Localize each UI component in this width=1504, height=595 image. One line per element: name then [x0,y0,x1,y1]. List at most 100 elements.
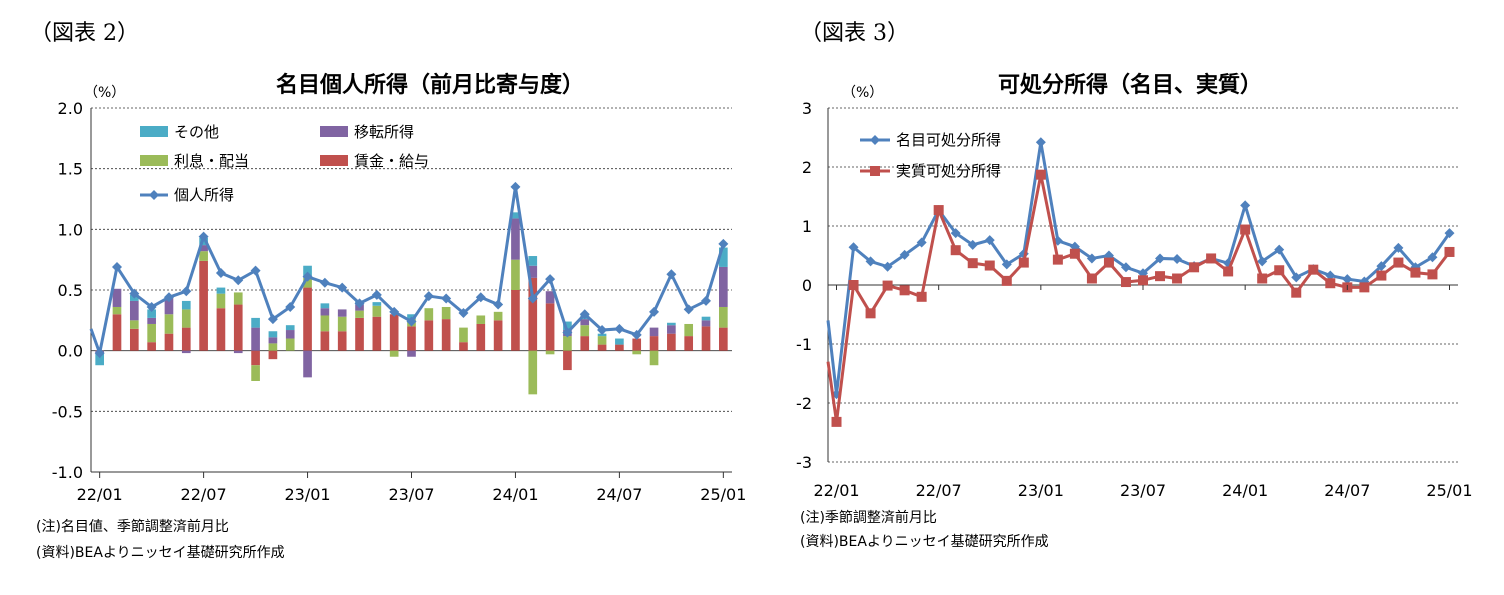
bar-segment [528,350,538,395]
total-income-point [354,298,365,309]
bar-segment [719,247,728,267]
total-income-point [215,268,226,279]
nominal-point [950,228,961,239]
bar-segment [268,350,278,360]
bar-segment [667,325,676,334]
legend-square-marker [870,166,880,176]
bar-segment [563,350,572,371]
total-income-point [129,288,140,299]
bar-segment [719,266,728,307]
real-point [865,308,876,319]
x-tick-label: 22/01 [813,481,859,500]
x-tick-label: 25/01 [700,485,746,504]
legend-label: 実質可処分所得 [896,162,1001,180]
right-chart-title: 可処分所得（名目、実質） [998,72,1262,98]
left-x-axis: 22/01 22/07 23/01 23/07 24/01 24/07 25/01 [77,472,746,504]
bar-segment [112,314,122,351]
nominal-point [1086,253,1097,264]
right-x-axis: 22/01 22/07 23/01 23/07 24/01 24/07 25/01 [813,285,1473,500]
left-bars [95,212,728,395]
bar-segment [372,316,382,351]
bar-segment [563,321,572,331]
x-tick-label: 23/01 [284,485,330,504]
bar-segment [441,306,451,320]
real-point [1001,275,1012,286]
bar-segment [667,333,676,351]
nominal-point [1393,242,1404,253]
bar-segment [216,308,226,351]
bar-segment [233,292,243,305]
y-tick-label: 2 [802,158,812,177]
nominal-point [1325,270,1336,281]
bar-segment [129,328,139,351]
real-point [950,245,961,256]
nominal-point [1001,259,1012,270]
nominal-point [899,249,910,260]
bar-segment [615,338,624,345]
x-tick-label: 22/07 [181,485,227,504]
bar-segment [511,218,520,260]
total-income-point [475,292,486,303]
total-income-point [631,329,642,340]
bar-segment [320,303,330,309]
legend-diamond-marker [149,190,159,200]
total-income-point [181,286,192,297]
bar-segment [389,350,399,357]
bar-segment [112,288,122,307]
y-tick-label: -1.0 [52,463,83,482]
bar-segment [285,338,295,351]
bar-segment [476,323,486,351]
bar-segment [528,256,538,266]
bar-segment [545,291,555,304]
right-figure-label: （図表 3） [800,21,909,46]
y-tick-label: 2.0 [58,99,83,118]
total-income-point [649,306,660,317]
total-income-point [163,292,174,303]
total-income-point [146,301,157,312]
bar-segment [355,310,364,318]
real-point [1240,224,1251,235]
total-income-point [111,261,122,272]
x-tick-label: 23/07 [388,485,434,504]
real-point [1444,246,1455,257]
bar-segment [199,251,208,261]
real-point [1410,267,1421,278]
total-income-point [614,323,625,334]
real-point [1018,257,1029,268]
bar-segment [511,212,520,219]
bar-segment [337,316,347,332]
bar-segment [181,350,191,354]
bar-segment [337,331,347,351]
real-point [831,416,842,427]
real-point [1427,269,1438,280]
x-tick-label: 25/01 [1426,481,1472,500]
bar-segment [303,277,312,288]
legend-label: その他 [174,123,219,141]
bar-segment [285,330,295,339]
nominal-point [1444,228,1455,239]
real-point [899,285,910,296]
total-income-point [319,277,330,288]
bar-segment [233,304,243,351]
bar-segment [320,331,330,351]
bar-segment [337,309,347,317]
bar-segment [303,287,312,351]
bar-segment [233,350,243,354]
total-income-point [233,275,244,286]
bar-segment [181,309,191,328]
right-y-tick-labels: 3 2 1 0 -1 -2 -3 [796,99,812,472]
bar-segment [251,350,260,366]
left-note: (注)名目値、季節調整済前月比 [36,518,229,535]
left-source: (資料)BEAよりニッセイ基礎研究所作成 [36,544,285,561]
y-tick-label: -3 [796,453,812,472]
right-unit-label: （%） [842,85,883,101]
total-income-point [389,306,400,317]
nominal-point [1427,252,1438,263]
nominal-point [984,235,995,246]
nominal-point [1342,274,1353,285]
bar-segment [95,353,104,366]
x-tick-label: 24/01 [492,485,538,504]
nominal-point [1274,244,1285,255]
bar-segment [320,315,330,332]
total-income-point [666,269,677,280]
